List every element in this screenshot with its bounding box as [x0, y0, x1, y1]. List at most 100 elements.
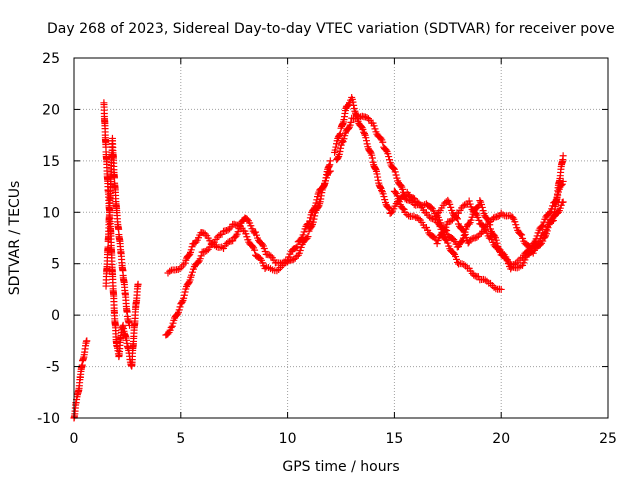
data-point [235, 225, 243, 233]
series-arc-c [102, 134, 134, 329]
data-point [459, 202, 467, 210]
data-point [312, 199, 320, 207]
data-point [337, 144, 345, 152]
data-point [447, 203, 455, 211]
data-point [380, 193, 388, 201]
data-point [399, 188, 407, 196]
y-tick-label: 5 [51, 257, 60, 273]
data-point [366, 148, 374, 156]
data-point [299, 231, 307, 239]
data-point [399, 205, 407, 213]
data-point [310, 215, 318, 223]
data-point [218, 230, 226, 238]
data-point [345, 124, 353, 132]
data-point [444, 239, 452, 247]
data-point [251, 246, 259, 254]
data-point [461, 230, 469, 238]
y-tick-label: -5 [46, 360, 60, 376]
data-point [180, 291, 188, 299]
data-point [188, 243, 196, 251]
data-point [349, 98, 357, 106]
data-point [433, 210, 441, 218]
data-point [362, 137, 370, 145]
data-point [357, 122, 365, 130]
data-point [360, 130, 368, 138]
data-point [446, 200, 454, 208]
data-point [371, 125, 379, 133]
data-point [472, 210, 480, 218]
data-point [526, 243, 534, 251]
data-point [243, 215, 251, 223]
data-point [296, 246, 304, 254]
data-point [258, 240, 266, 248]
data-point [453, 214, 461, 222]
data-point [501, 253, 509, 261]
data-point [293, 243, 301, 251]
data-point [385, 156, 393, 164]
data-point [334, 154, 342, 162]
data-point [180, 294, 188, 302]
data-point [188, 268, 196, 276]
data-point [176, 265, 184, 273]
data-point [252, 228, 260, 236]
data-point [242, 230, 250, 238]
data-point [477, 200, 485, 208]
data-point [340, 135, 348, 143]
data-point [518, 231, 526, 239]
data-point [326, 167, 334, 175]
data-point [292, 244, 300, 252]
data-point [473, 233, 481, 241]
data-point [203, 247, 211, 255]
data-point [168, 322, 176, 330]
data-point [400, 191, 408, 199]
data-point [517, 230, 525, 238]
data-point [536, 241, 544, 249]
data-point [201, 230, 209, 238]
data-point [509, 214, 517, 222]
data-point [559, 198, 567, 206]
y-tick-label: 25 [42, 51, 60, 67]
data-point [194, 258, 202, 266]
data-point [442, 223, 450, 231]
data-point [249, 242, 257, 250]
data-point [331, 146, 339, 154]
data-point [385, 153, 393, 161]
data-point [462, 233, 470, 241]
data-point [467, 216, 475, 224]
x-tick-label: 20 [492, 431, 510, 447]
data-point [332, 143, 340, 151]
data-point [425, 213, 433, 221]
data-point [494, 213, 502, 221]
data-point [290, 255, 298, 263]
data-point [415, 215, 423, 223]
data-point [126, 321, 134, 329]
data-point [465, 220, 473, 228]
x-tick-label: 10 [279, 431, 297, 447]
data-point [478, 203, 486, 211]
data-point [454, 215, 462, 223]
data-point [490, 214, 498, 222]
data-point [470, 271, 478, 279]
data-point [389, 164, 397, 172]
data-point [444, 196, 452, 204]
data-point [507, 265, 515, 273]
data-point [167, 323, 175, 331]
data-point [181, 288, 189, 296]
data-point [370, 122, 378, 130]
axis-ticks: 0 5 10 15 20 25 -10 -5 0 5 10 15 20 25 [37, 51, 617, 447]
x-tick-label: 25 [599, 431, 617, 447]
data-point [319, 184, 327, 192]
data-point [360, 128, 368, 136]
data-point [400, 205, 408, 213]
y-tick-label: 15 [42, 154, 60, 170]
data-point [512, 221, 520, 229]
data-point [379, 138, 387, 146]
data-point [362, 134, 370, 142]
data-point [496, 246, 504, 254]
series-arc-e [164, 167, 334, 277]
x-tick-label: 0 [70, 431, 79, 447]
y-axis-label: SDTVAR / TECUs [7, 181, 23, 296]
data-point [391, 168, 399, 176]
data-point [458, 237, 466, 245]
